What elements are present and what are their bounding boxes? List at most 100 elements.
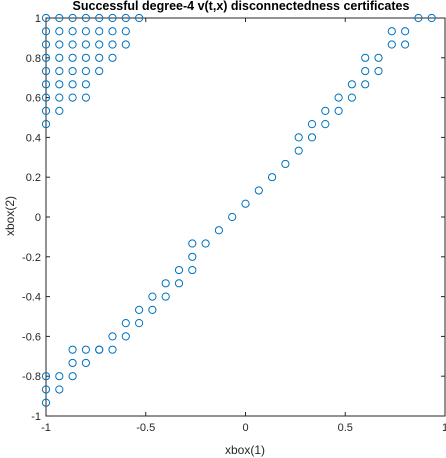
x-tick-label: 0 — [242, 422, 248, 434]
data-point — [68, 80, 77, 89]
data-point — [307, 133, 317, 142]
data-point — [135, 305, 144, 314]
data-point — [334, 93, 343, 102]
data-point — [95, 53, 104, 62]
data-point — [68, 358, 77, 368]
y-tick-label: 0.8 — [26, 53, 41, 65]
data-point — [135, 319, 144, 328]
data-point — [55, 385, 64, 394]
data-point — [81, 358, 91, 368]
data-point — [121, 332, 130, 341]
data-point — [68, 40, 77, 49]
data-point — [81, 40, 91, 49]
data-point — [55, 66, 64, 76]
data-point — [321, 120, 330, 129]
data-point — [55, 13, 64, 23]
data-point — [347, 80, 356, 89]
y-tick-label: -0.4 — [22, 292, 41, 304]
data-point — [401, 27, 410, 36]
data-point — [108, 53, 117, 62]
chart-title: Successful degree-4 v(t,x) disconnectedn… — [73, 0, 410, 13]
data-points — [41, 13, 436, 407]
data-point — [361, 66, 370, 76]
x-axis-label: xbox(1) — [225, 443, 265, 457]
data-point — [41, 40, 51, 49]
data-point — [41, 27, 51, 36]
x-tick-label: 1 — [442, 422, 446, 434]
y-axis-label: xbox(2) — [3, 196, 17, 236]
data-point — [188, 252, 197, 261]
data-point — [95, 345, 104, 354]
data-point — [55, 372, 64, 381]
data-point — [387, 27, 396, 36]
data-point — [108, 40, 117, 49]
y-tick-label: 0.4 — [26, 132, 41, 144]
data-point — [214, 226, 224, 235]
y-tick-label: 0.2 — [26, 172, 41, 184]
data-point — [41, 385, 51, 394]
data-point — [201, 239, 210, 248]
data-point — [55, 106, 64, 115]
data-point — [41, 372, 51, 381]
y-tick-label: -0.6 — [22, 331, 41, 343]
data-point — [188, 265, 197, 275]
data-point — [41, 93, 51, 102]
data-point — [334, 106, 343, 115]
data-point — [361, 53, 370, 62]
data-point — [427, 13, 436, 23]
data-point — [188, 239, 197, 248]
data-point — [361, 80, 370, 89]
data-point — [174, 265, 184, 275]
data-point — [41, 13, 51, 23]
data-point — [81, 345, 91, 354]
data-point — [148, 305, 157, 314]
data-point — [374, 66, 383, 76]
data-point — [95, 66, 104, 76]
data-point — [387, 40, 396, 49]
data-point — [68, 93, 77, 102]
data-point — [294, 133, 303, 142]
data-point — [321, 106, 330, 115]
y-tick-label: 1 — [35, 13, 41, 25]
data-point — [81, 93, 91, 102]
data-point — [55, 40, 64, 49]
data-point — [374, 53, 383, 62]
data-point — [267, 173, 277, 182]
plot-frame — [45, 17, 446, 417]
y-tick-label: 0.6 — [26, 93, 41, 105]
data-point — [307, 120, 317, 129]
axis-ticks: -1 -0.5 0 0.5 1 -1 -0.8 -0.6 -0.4 -0.2 0 0.2 0.4 0.6 0… — [22, 13, 446, 434]
data-point — [121, 13, 130, 23]
data-point — [135, 13, 144, 23]
data-point — [294, 146, 303, 155]
data-point — [68, 66, 77, 76]
data-point — [401, 40, 410, 49]
y-tick-label: 0 — [35, 212, 41, 224]
data-point — [68, 27, 77, 36]
data-point — [95, 40, 104, 49]
x-tick-label: -0.5 — [136, 422, 155, 434]
data-point — [414, 13, 423, 23]
data-point — [41, 53, 51, 62]
data-point — [281, 159, 290, 169]
data-point — [81, 27, 91, 36]
data-point — [41, 398, 51, 407]
data-point — [55, 53, 64, 62]
data-point — [81, 13, 91, 23]
data-point — [254, 186, 263, 195]
data-point — [55, 93, 64, 102]
data-point — [41, 80, 51, 89]
y-tick-label: -1 — [31, 411, 41, 423]
data-point — [95, 27, 104, 36]
data-point — [41, 120, 51, 129]
data-point — [121, 319, 130, 328]
data-point — [174, 279, 184, 288]
data-point — [161, 292, 170, 301]
data-point — [68, 345, 77, 354]
data-point — [241, 199, 250, 208]
data-point — [95, 13, 104, 23]
data-point — [121, 27, 130, 36]
data-point — [68, 53, 77, 62]
